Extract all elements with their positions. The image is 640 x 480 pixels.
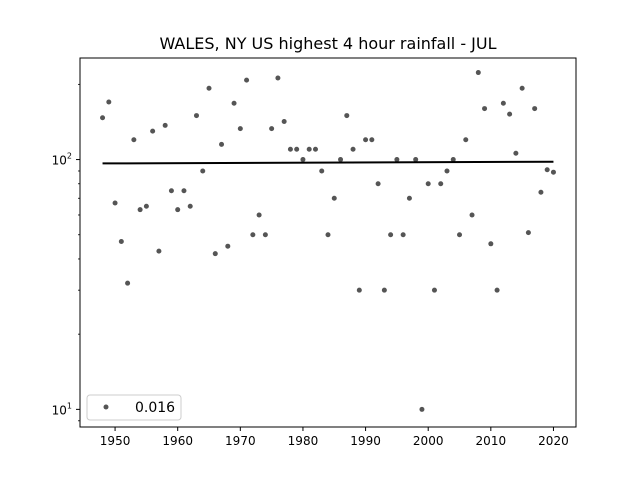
y-tick-base: 10 (52, 403, 67, 417)
data-point (156, 248, 162, 254)
x-tick-label: 2010 (476, 434, 507, 448)
data-point (219, 141, 225, 147)
data-point (431, 287, 437, 293)
data-point (450, 157, 456, 163)
x-axis: 1950 1960 1970 1980 1990 2000 2010 2020 (100, 427, 569, 448)
data-point (344, 113, 350, 119)
data-point (375, 181, 381, 187)
data-point (507, 111, 513, 117)
data-point (225, 243, 231, 249)
data-point (550, 169, 556, 175)
data-point (532, 106, 538, 112)
data-point (394, 157, 400, 163)
data-point (338, 157, 344, 163)
data-point (244, 77, 250, 83)
trend-line (102, 160, 554, 165)
data-point (300, 157, 306, 163)
data-points (100, 70, 556, 412)
data-point (131, 137, 137, 143)
data-point (112, 200, 118, 206)
data-point (494, 287, 500, 293)
data-point (319, 168, 325, 174)
data-point (231, 100, 237, 106)
data-point (181, 188, 187, 194)
data-point (118, 238, 124, 244)
data-point (331, 195, 337, 201)
data-point (369, 137, 375, 143)
chart-title: WALES, NY US highest 4 hour rainfall - J… (159, 34, 496, 53)
data-point (438, 181, 444, 187)
legend-box (86, 394, 182, 421)
data-point (187, 203, 193, 209)
legend-marker (103, 404, 109, 410)
data-point (193, 113, 199, 119)
data-point (106, 99, 112, 105)
data-point (363, 137, 369, 143)
y-tick-label: 102 (52, 152, 72, 168)
data-point (513, 150, 519, 156)
y-tick-exponent: 2 (67, 152, 72, 161)
x-tick-label: 2000 (413, 434, 444, 448)
data-point (388, 232, 394, 238)
data-point (356, 287, 362, 293)
data-point (175, 207, 181, 213)
data-point (312, 146, 318, 152)
data-point (413, 157, 419, 163)
plot-frame (79, 57, 577, 428)
data-point (419, 406, 425, 412)
data-point (400, 232, 406, 238)
data-point (488, 241, 494, 247)
data-point (287, 146, 293, 152)
data-point (137, 207, 143, 213)
data-point (125, 280, 131, 286)
data-point (475, 70, 481, 76)
y-tick-label: 101 (52, 401, 72, 417)
data-point (162, 122, 168, 128)
data-point (350, 146, 356, 152)
x-tick-label: 2020 (538, 434, 569, 448)
data-point (281, 119, 287, 125)
data-point (100, 115, 106, 121)
legend: 0.016 (86, 394, 182, 421)
data-point (294, 146, 300, 152)
data-point (269, 126, 275, 132)
data-point (425, 181, 431, 187)
x-tick-label: 1990 (350, 434, 381, 448)
data-point (463, 137, 469, 143)
x-tick-label: 1950 (100, 434, 131, 448)
y-tick-base: 10 (52, 154, 67, 168)
data-point (519, 85, 525, 91)
data-point (538, 189, 544, 195)
data-point (325, 232, 331, 238)
data-point (206, 85, 212, 91)
data-point (256, 212, 262, 218)
data-point (262, 232, 268, 238)
data-point (482, 106, 488, 112)
x-tick-label: 1970 (225, 434, 256, 448)
data-point (143, 203, 149, 209)
data-point (212, 251, 218, 257)
data-point (250, 232, 256, 238)
data-point (406, 195, 412, 201)
data-point (544, 167, 550, 173)
data-point (275, 75, 281, 81)
x-tick-label: 1960 (162, 434, 193, 448)
data-point (200, 168, 206, 174)
data-point (306, 146, 312, 152)
data-point (469, 212, 475, 218)
x-tick-label: 1980 (288, 434, 319, 448)
data-point (381, 287, 387, 293)
data-point (150, 128, 156, 134)
data-point (500, 100, 506, 106)
data-point (168, 188, 174, 194)
data-point (237, 126, 243, 132)
data-point (525, 230, 531, 236)
y-tick-exponent: 1 (67, 401, 72, 410)
data-point (444, 168, 450, 174)
data-point (457, 232, 463, 238)
legend-label: 0.016 (135, 400, 175, 416)
